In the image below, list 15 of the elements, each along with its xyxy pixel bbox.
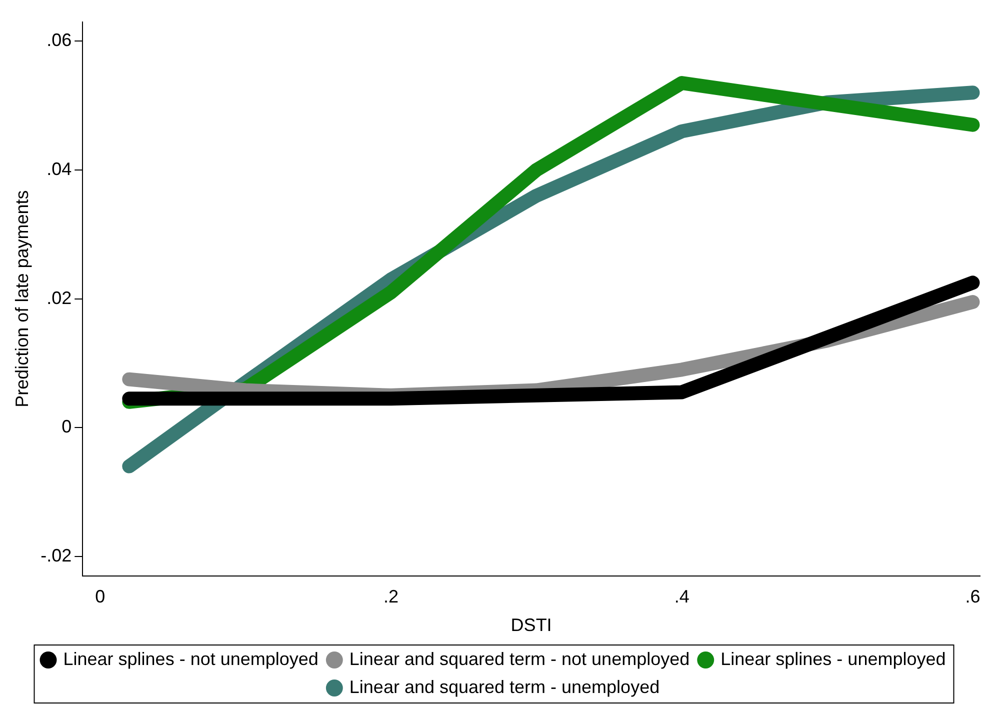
x-tick-label: .4 bbox=[674, 586, 690, 607]
x-tick-label: .2 bbox=[383, 586, 398, 607]
x-axis-title: DSTI bbox=[510, 615, 552, 636]
legend-label: Linear splines - unemployed bbox=[720, 648, 946, 669]
legend-label: Linear splines - not unemployed bbox=[63, 648, 318, 669]
y-tick-label: -.02 bbox=[40, 545, 72, 566]
x-tick-label: .6 bbox=[965, 586, 980, 607]
y-tick-label: .04 bbox=[46, 158, 72, 179]
y-tick-label: 0 bbox=[62, 416, 72, 437]
x-tick-label: 0 bbox=[95, 586, 106, 607]
y-axis-title: Prediction of late payments bbox=[12, 190, 32, 408]
legend-label: Linear and squared term - unemployed bbox=[349, 676, 660, 697]
y-tick-label: .06 bbox=[46, 30, 72, 50]
y-tick-label: .02 bbox=[46, 288, 72, 308]
legend-label: Linear and squared term - not unemployed bbox=[349, 648, 690, 669]
